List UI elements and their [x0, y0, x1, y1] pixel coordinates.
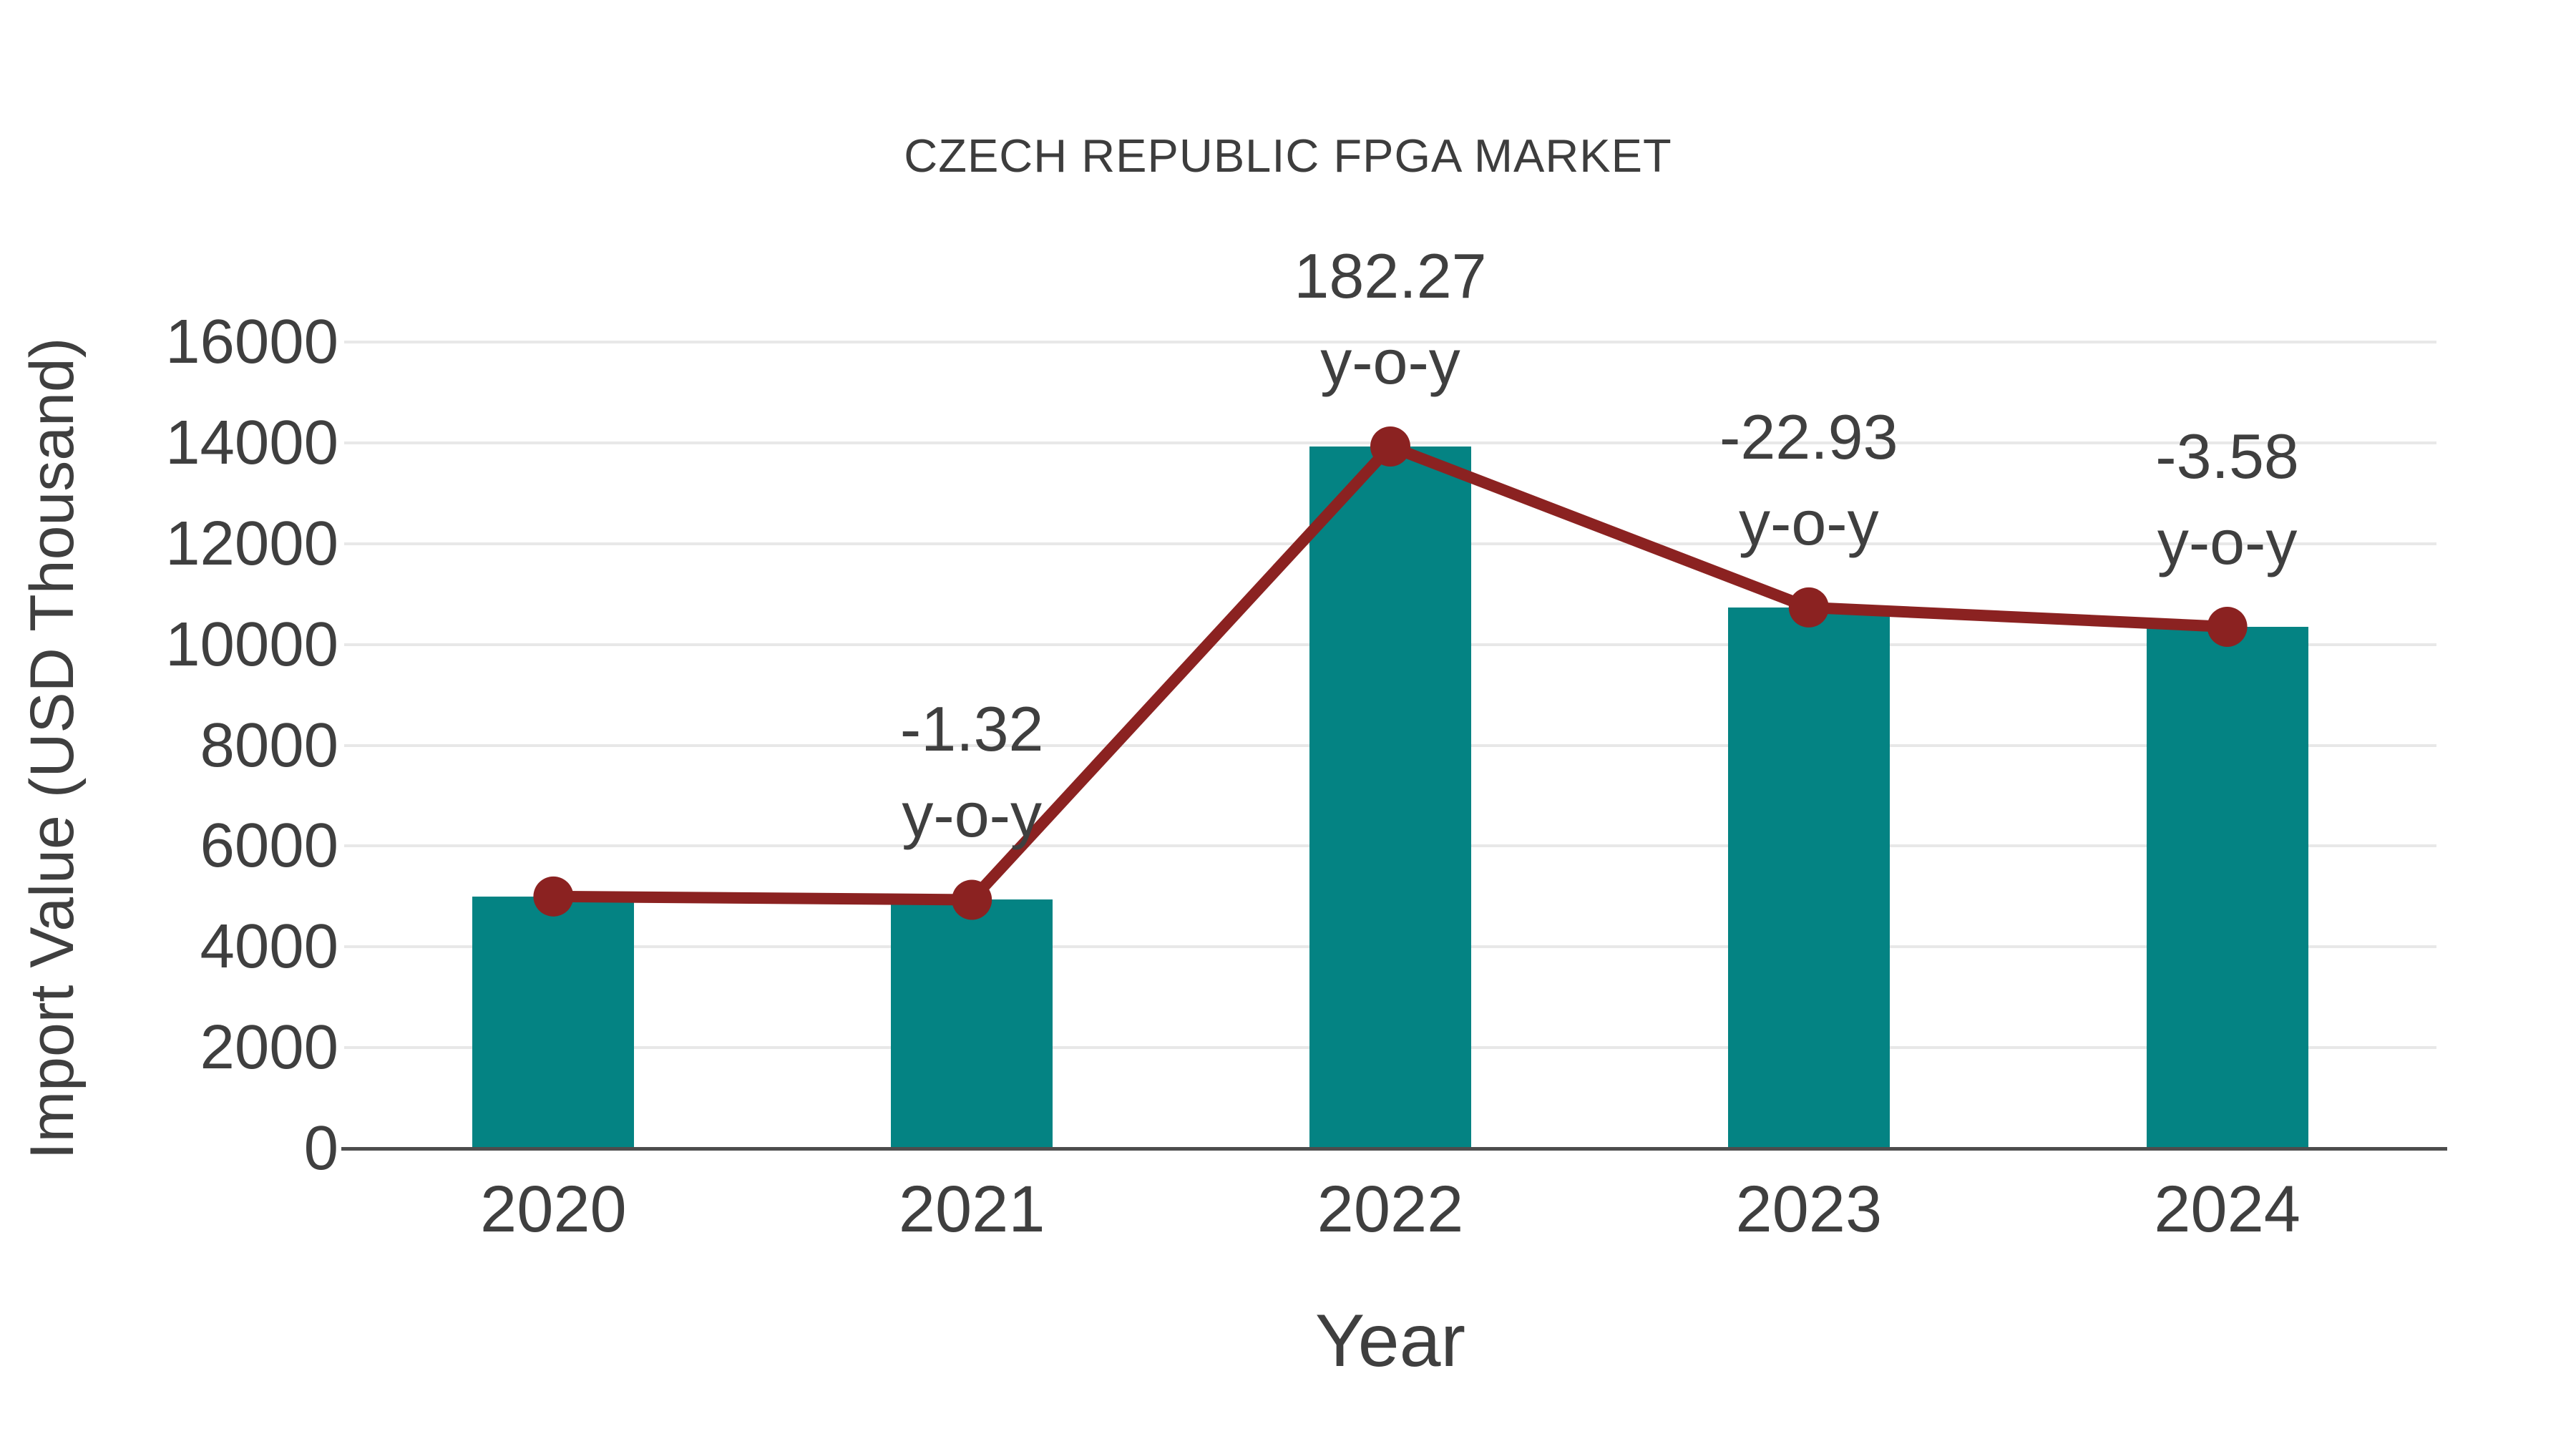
y-tick-label: 6000: [200, 811, 338, 881]
bar-2020: [472, 896, 635, 1148]
y-tick-label: 14000: [165, 407, 338, 477]
annotation-value-2021: -1.32: [899, 693, 1044, 765]
bar-2024: [2146, 626, 2308, 1148]
y-tick-label: 10000: [165, 609, 338, 679]
grid-line: [344, 341, 2436, 343]
y-tick-label: 4000: [200, 912, 338, 982]
y-tick-label: 12000: [165, 508, 338, 578]
annotation-yoy-2021: y-o-y: [902, 779, 1042, 851]
bar-2023: [1727, 607, 1890, 1148]
annotation-value-2023: -22.93: [1719, 401, 1898, 472]
y-tick-label: 16000: [165, 307, 338, 376]
annotation-yoy-2023: y-o-y: [1739, 487, 1879, 558]
annotation-yoy-2022: y-o-y: [1320, 326, 1460, 397]
x-axis-line: [341, 1147, 2447, 1151]
x-tick-label-2023: 2023: [1735, 1173, 1883, 1246]
y-tick-label: 0: [303, 1113, 338, 1183]
y-tick-label: 8000: [200, 710, 338, 780]
y-tick-label: 2000: [200, 1013, 338, 1083]
annotation-yoy-2024: y-o-y: [2157, 506, 2298, 577]
annotation-value-2022: 182.27: [1294, 240, 1487, 311]
bar-2021: [891, 899, 1053, 1148]
annotation-value-2024: -3.58: [2155, 420, 2299, 492]
x-tick-label-2020: 2020: [480, 1173, 627, 1246]
bar-2022: [1309, 446, 1471, 1148]
x-tick-label-2021: 2021: [898, 1173, 1045, 1246]
x-tick-label-2022: 2022: [1317, 1173, 1464, 1246]
x-tick-label-2024: 2024: [2154, 1173, 2301, 1246]
chart-title: CZECH REPUBLIC FPGA MARKET: [904, 130, 1672, 182]
x-axis-title: Year: [1314, 1299, 1466, 1382]
